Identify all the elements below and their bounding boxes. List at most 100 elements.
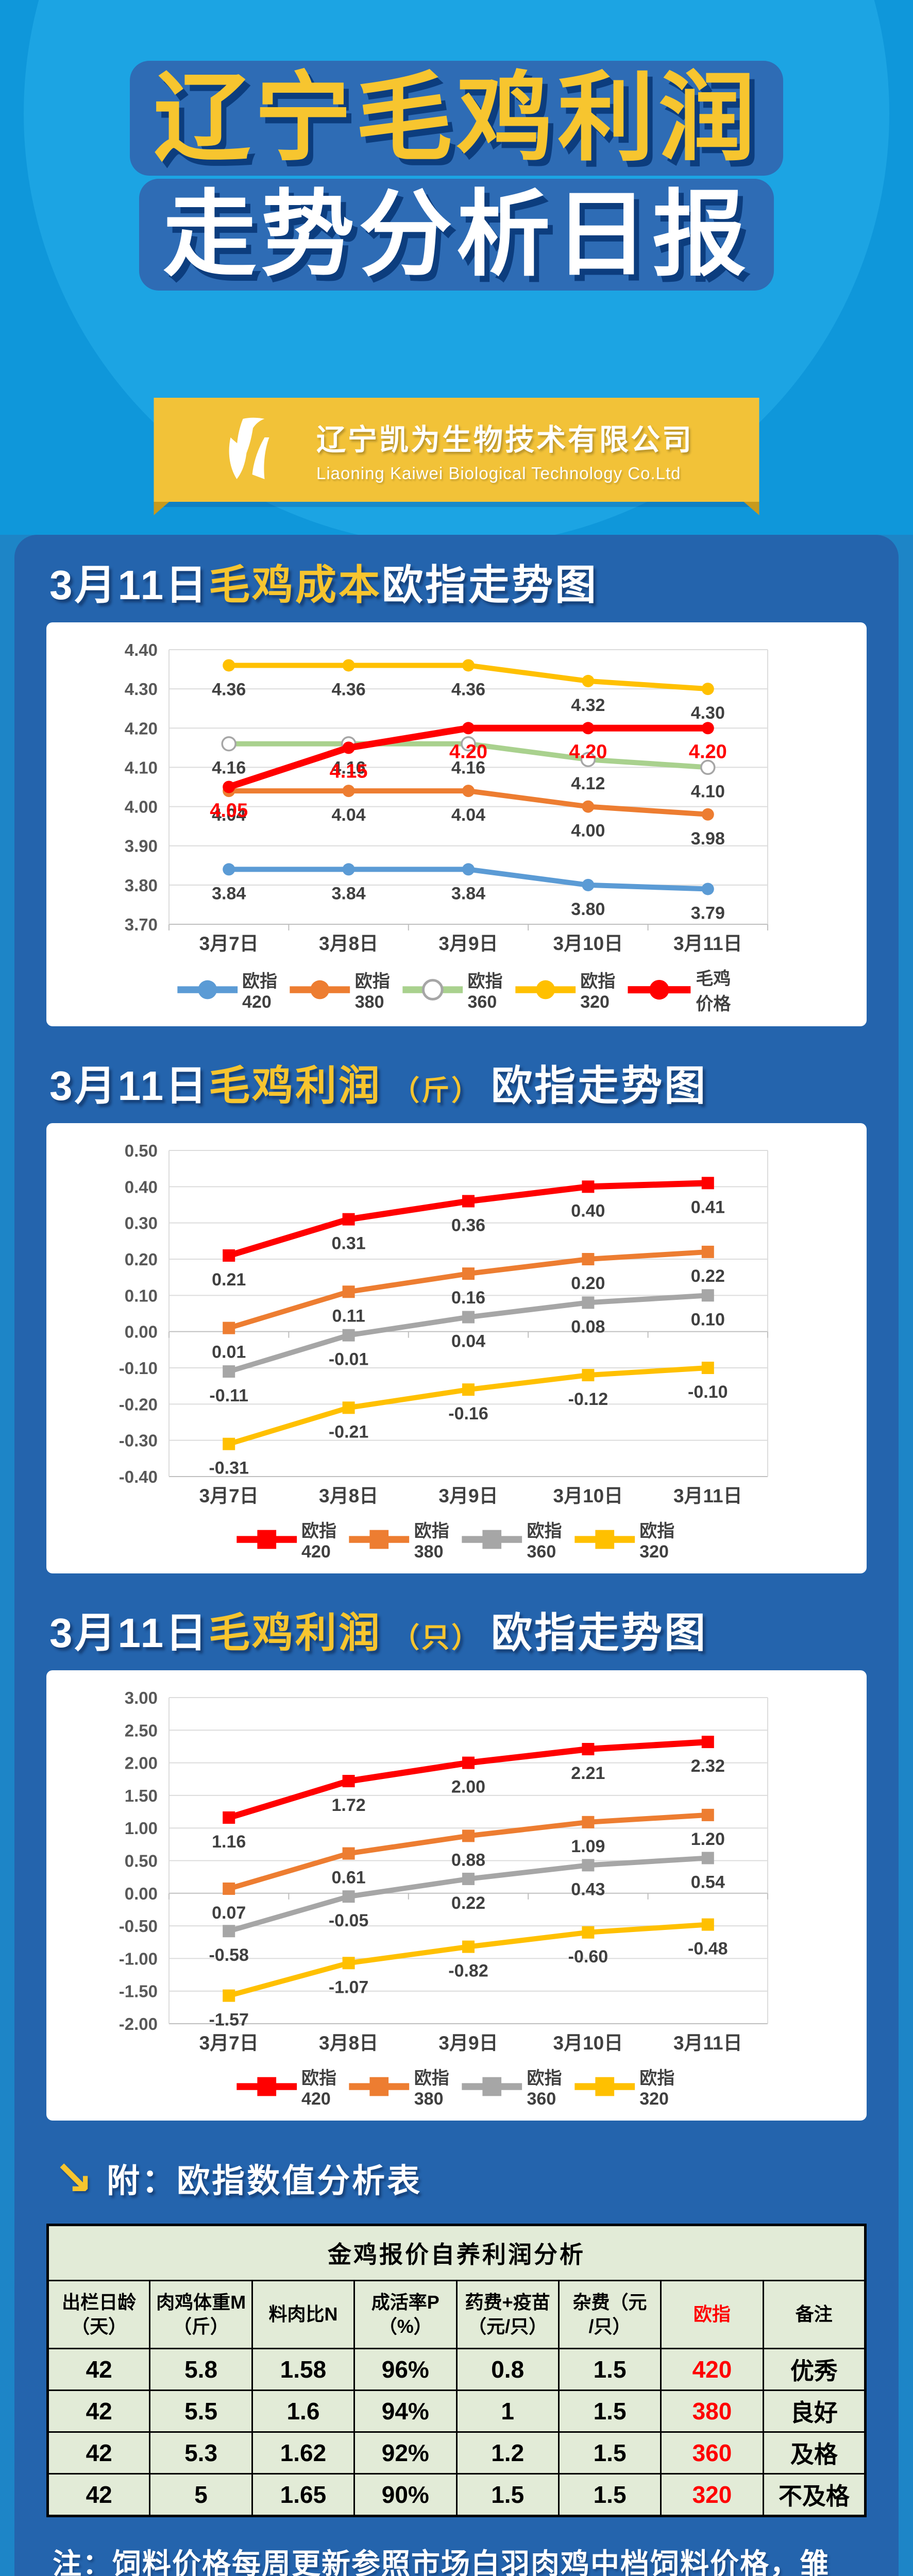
section-title-unit: （只） — [382, 1622, 492, 1653]
svg-text:3月8日: 3月8日 — [319, 933, 378, 954]
svg-text:-1.50: -1.50 — [119, 1982, 158, 2001]
svg-text:4.04: 4.04 — [212, 805, 246, 825]
table-cell: 380 — [660, 2389, 764, 2433]
svg-text:-0.10: -0.10 — [119, 1359, 158, 1378]
cost-chart-card: 4.40 4.30 4.20 4.10 4.00 3.90 3.80 3.70 3月7日 3月8日… — [46, 622, 867, 1026]
table-header: 杂费（元 /只） — [557, 2280, 662, 2349]
legend-marker-icon — [402, 979, 463, 1001]
legend-marker-icon — [236, 2077, 297, 2096]
svg-text:0.50: 0.50 — [125, 1141, 158, 1160]
svg-text:3月11日: 3月11日 — [673, 1485, 742, 1506]
svg-text:3月8日: 3月8日 — [319, 2032, 378, 2054]
svg-text:-0.12: -0.12 — [568, 1389, 608, 1409]
svg-text:1.00: 1.00 — [125, 1819, 158, 1838]
svg-text:3月11日: 3月11日 — [673, 2032, 742, 2054]
svg-text:4.36: 4.36 — [451, 680, 485, 699]
legend-label: 欧指380 — [414, 2069, 449, 2109]
svg-text:1.16: 1.16 — [212, 1832, 246, 1852]
svg-text:4.04: 4.04 — [332, 805, 366, 825]
svg-text:-0.58: -0.58 — [209, 1945, 249, 1965]
main-title-line1-wrap: 辽宁毛鸡利润 — [0, 61, 913, 176]
svg-text:2.32: 2.32 — [691, 1756, 725, 1776]
main-title-line2: 走势分析日报 — [139, 179, 774, 291]
svg-text:4.20: 4.20 — [125, 719, 158, 738]
section-title-suffix: 欧指走势图 — [491, 1063, 708, 1109]
table-cell: 42 — [46, 2389, 151, 2433]
svg-text:0.08: 0.08 — [571, 1317, 605, 1336]
svg-text:3月7日: 3月7日 — [199, 933, 259, 954]
svg-text:4.16: 4.16 — [212, 758, 246, 778]
svg-text:4.15: 4.15 — [330, 760, 368, 782]
legend-label: 欧指320 — [580, 972, 616, 1012]
svg-text:0.00: 0.00 — [125, 1323, 158, 1342]
table-header: 料肉比N — [251, 2280, 356, 2349]
svg-text:2.00: 2.00 — [451, 1777, 485, 1797]
svg-text:0.41: 0.41 — [691, 1197, 725, 1217]
table-cell: 94% — [353, 2389, 458, 2433]
table-cell: 及格 — [762, 2431, 867, 2475]
svg-text:3月11日: 3月11日 — [673, 933, 742, 954]
svg-text:0.21: 0.21 — [212, 1270, 246, 1290]
svg-text:0.43: 0.43 — [571, 1879, 605, 1899]
section-title-highlight: 毛鸡利润 — [209, 1610, 382, 1656]
svg-text:0.36: 0.36 — [451, 1215, 485, 1235]
table-cell: 1.2 — [455, 2431, 560, 2475]
section-title-date: 3月11日 — [49, 1063, 209, 1109]
svg-text:4.20: 4.20 — [449, 741, 487, 762]
svg-text:-0.01: -0.01 — [329, 1350, 369, 1369]
svg-text:3.90: 3.90 — [125, 837, 158, 856]
legend-marker-icon — [177, 980, 238, 999]
legend-item: 欧指360 — [460, 2064, 566, 2109]
section-title: 3月11日毛鸡利润 （斤） 欧指走势图 — [49, 1062, 867, 1110]
note-text: 注：饲料价格每周更新参照市场白羽肉鸡中档饲料价格，雏价和毛鸡价参照金鸡报价沈阳高… — [53, 2541, 836, 2576]
table-cell: 5.5 — [149, 2389, 253, 2433]
svg-text:0.40: 0.40 — [571, 1201, 605, 1221]
svg-text:4.30: 4.30 — [125, 680, 158, 699]
table-row: 42 5.5 1.6 94% 1 1.5 380 良好 — [46, 2389, 867, 2433]
svg-text:0.31: 0.31 — [332, 1234, 366, 1253]
svg-text:0.16: 0.16 — [451, 1288, 485, 1308]
svg-text:-0.11: -0.11 — [209, 1386, 248, 1405]
svg-text:3月10日: 3月10日 — [553, 1485, 623, 1506]
table-title: 金鸡报价自养利润分析 — [47, 2224, 866, 2281]
svg-text:3.80: 3.80 — [125, 876, 158, 895]
svg-text:0.00: 0.00 — [125, 1884, 158, 1903]
svg-text:0.61: 0.61 — [332, 1868, 366, 1888]
table-cell: 420 — [660, 2348, 764, 2391]
table-cell: 5 — [149, 2473, 253, 2517]
legend-marker-icon — [515, 980, 576, 999]
svg-text:-0.10: -0.10 — [688, 1382, 728, 1402]
legend-label: 欧指420 — [301, 1521, 337, 1562]
svg-text:0.10: 0.10 — [125, 1286, 158, 1305]
section-title-highlight: 毛鸡成本 — [209, 562, 382, 608]
profit-per-jin-chart-card: 0.50 0.40 0.30 0.20 0.10 0.00 -0.10 -0.20 -0.30 -… — [46, 1123, 867, 1573]
svg-text:-0.31: -0.31 — [209, 1459, 249, 1478]
svg-text:3月10日: 3月10日 — [553, 933, 623, 954]
table-cell: 96% — [353, 2348, 458, 2391]
legend-marker-icon — [462, 1530, 522, 1549]
svg-text:2.00: 2.00 — [125, 1754, 158, 1773]
legend-item: 欧指420 — [176, 967, 281, 1012]
svg-text:3.80: 3.80 — [571, 900, 605, 919]
table-header: 备注 — [762, 2280, 867, 2349]
section-title: 3月11日毛鸡利润 （只） 欧指走势图 — [49, 1609, 867, 1657]
svg-text:-0.40: -0.40 — [119, 1467, 158, 1486]
svg-text:-1.57: -1.57 — [209, 2010, 249, 2030]
svg-text:4.10: 4.10 — [125, 758, 158, 777]
svg-text:3月8日: 3月8日 — [319, 1485, 378, 1506]
table-cell: 1.62 — [251, 2431, 356, 2475]
legend-marker-icon — [236, 1530, 297, 1549]
main-title-line1: 辽宁毛鸡利润 — [130, 61, 783, 176]
svg-text:4.30: 4.30 — [691, 703, 725, 723]
section-title-highlight: 毛鸡利润 — [209, 1063, 382, 1109]
table-cell: 1.65 — [251, 2473, 356, 2517]
company-name-en: Liaoning Kaiwei Biological Technology Co… — [316, 464, 681, 483]
svg-text:4.40: 4.40 — [125, 640, 158, 659]
legend-marker-icon — [349, 2077, 410, 2096]
company-banner: 辽宁凯为生物技术有限公司 Liaoning Kaiwei Biological … — [154, 398, 759, 515]
table-cell: 良好 — [762, 2389, 867, 2433]
svg-text:0.30: 0.30 — [125, 1214, 158, 1233]
legend-marker-icon — [290, 980, 350, 999]
legend-label: 欧指420 — [242, 972, 278, 1012]
cost-chart: 4.40 4.30 4.20 4.10 4.00 3.90 3.80 3.70 3月7日 3月8日… — [125, 640, 768, 954]
